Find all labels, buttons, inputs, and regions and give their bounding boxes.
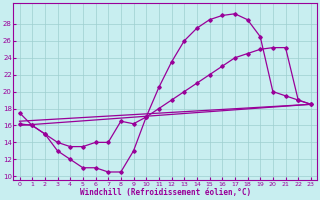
X-axis label: Windchill (Refroidissement éolien,°C): Windchill (Refroidissement éolien,°C): [80, 188, 251, 197]
